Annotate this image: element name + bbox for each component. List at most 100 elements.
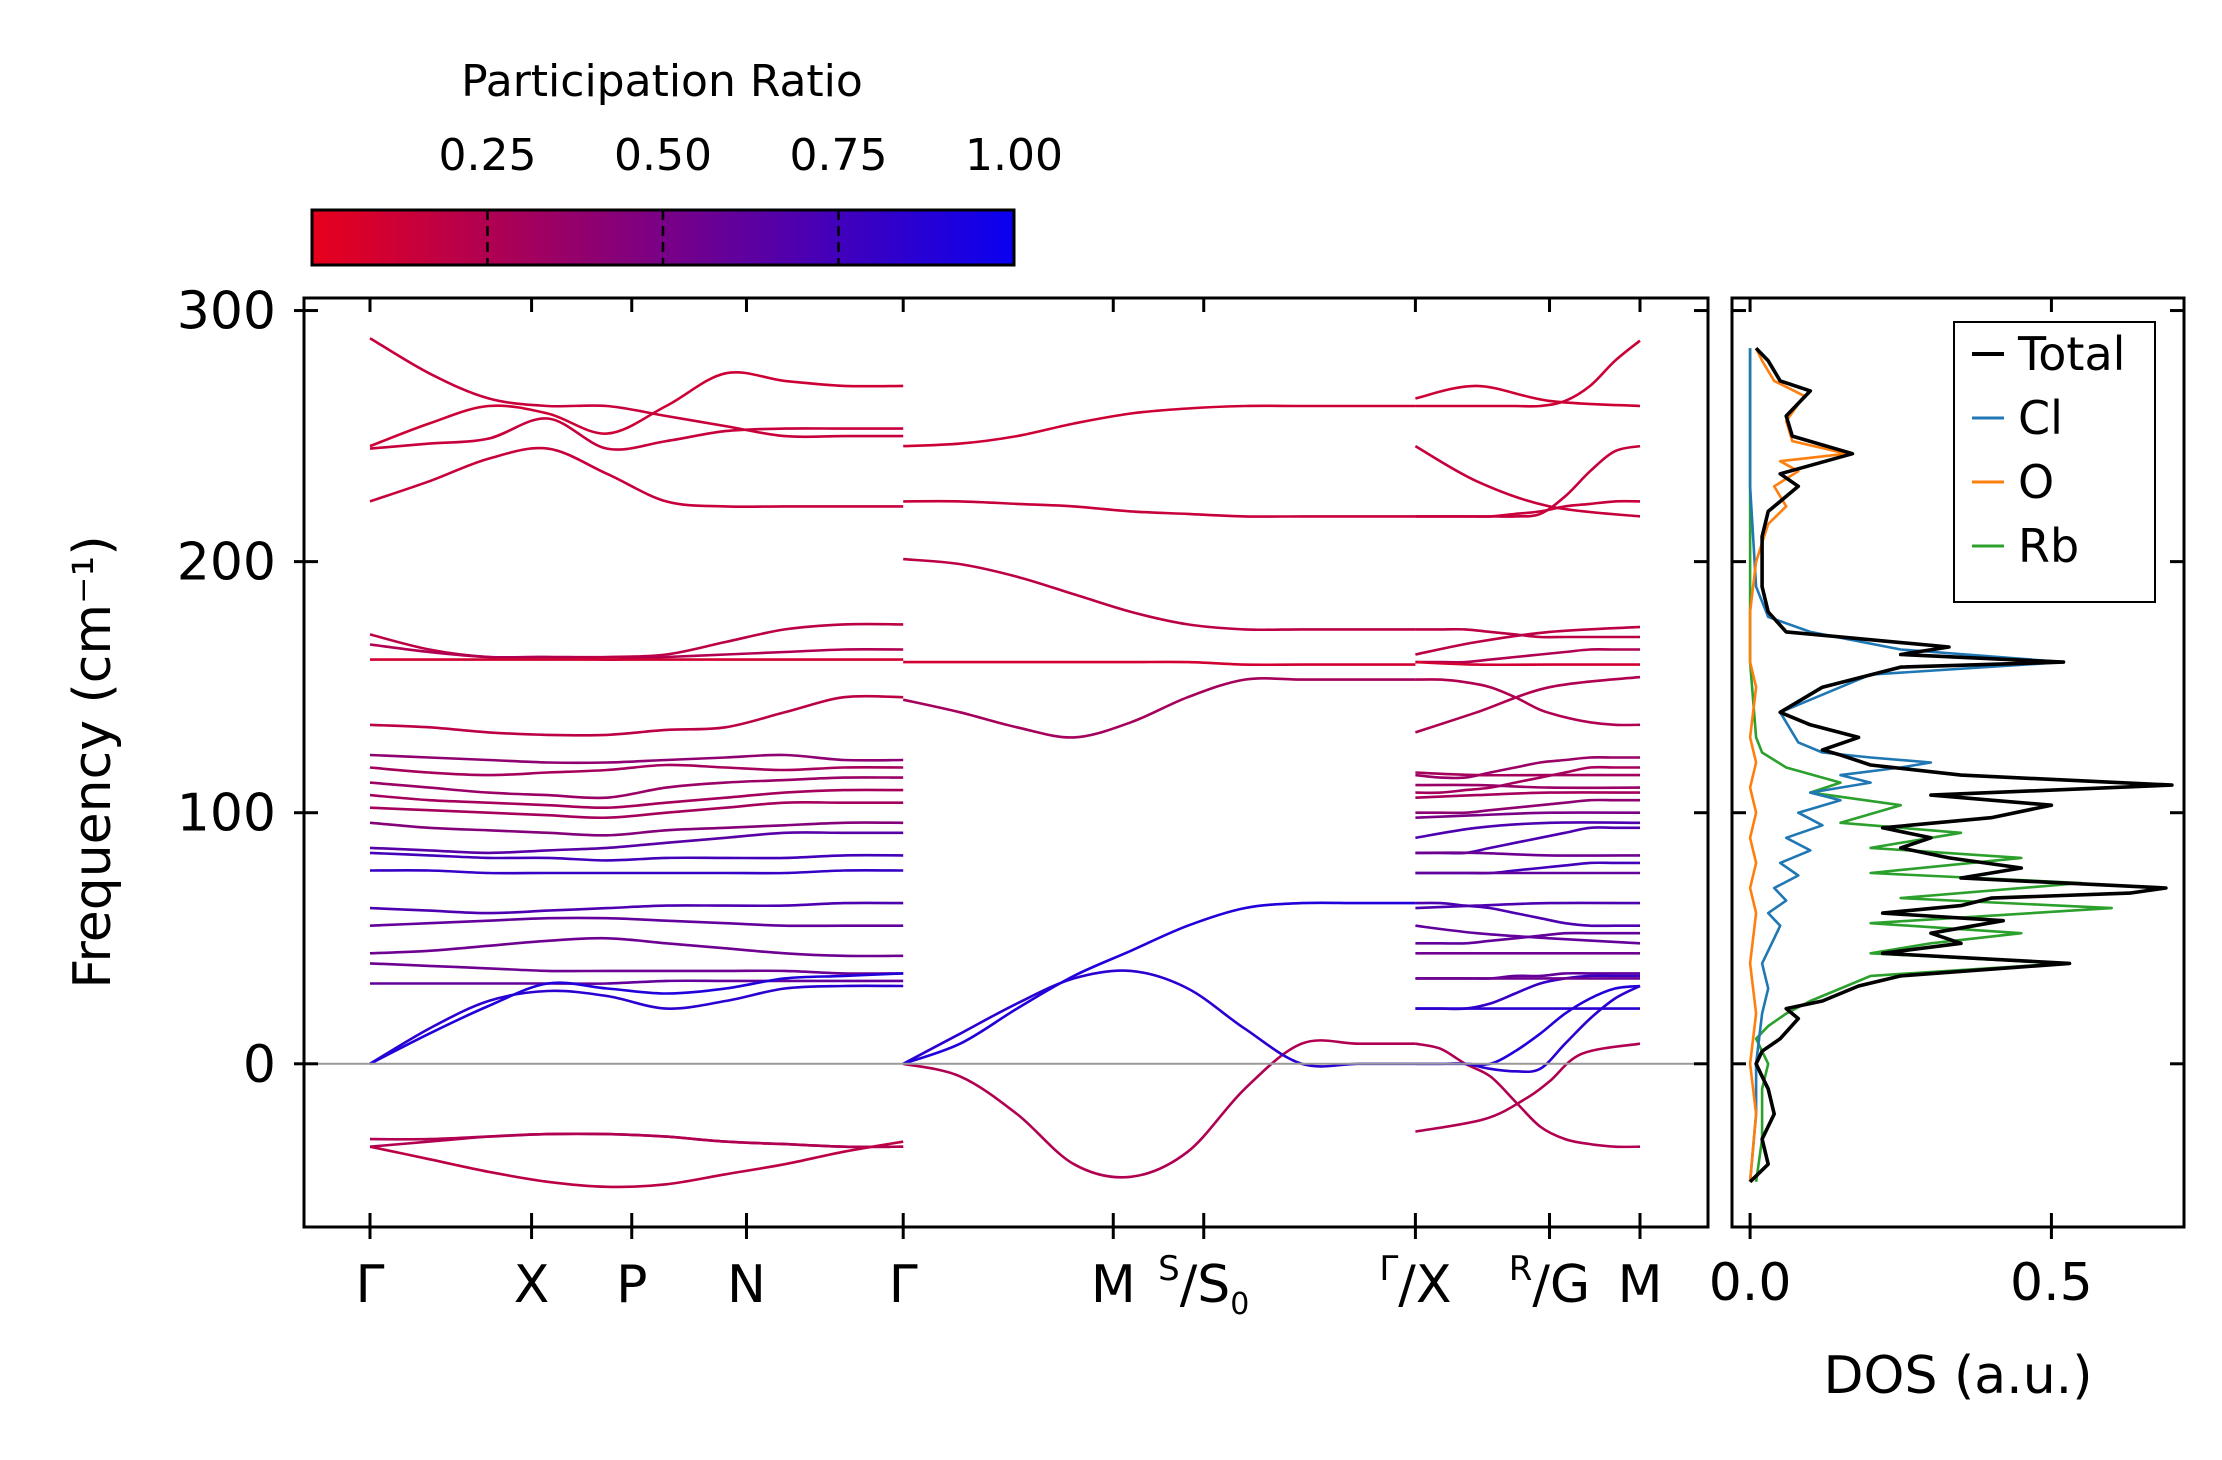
dos-legend: Total Cl O Rb xyxy=(1953,321,2156,603)
phonon-band xyxy=(369,1132,904,1149)
dos-panel: 0.0 0.5 DOS (a.u.) Total Cl O Rb xyxy=(1709,296,2186,1406)
phonon-band xyxy=(1415,339,1641,408)
phonon-band xyxy=(369,337,904,439)
dos-axis-label: DOS (a.u.) xyxy=(1824,1346,2093,1406)
phonon-band xyxy=(902,1039,1416,1179)
phonon-band xyxy=(1415,444,1641,518)
phonon-band xyxy=(1415,811,1641,819)
frequency-tick-label: 0 xyxy=(243,1035,276,1095)
phonon-band xyxy=(1415,984,1641,1074)
kpath-label-main: Γ xyxy=(889,1255,918,1315)
dos-legend-items: Total Cl O Rb xyxy=(1972,327,2125,573)
kpath-label: Γ xyxy=(889,1255,918,1315)
phonon-band xyxy=(903,499,1416,518)
kpath-label-main: N xyxy=(727,1255,766,1315)
legend-label: Rb xyxy=(2018,519,2079,573)
phonon-band xyxy=(369,1140,904,1189)
phonon-band xyxy=(369,962,904,975)
phonon-band xyxy=(1415,783,1641,790)
legend-label: Cl xyxy=(2018,391,2063,445)
phonon-band xyxy=(369,763,904,777)
phonon-band xyxy=(1415,851,1641,857)
dos-tick-label: 0.5 xyxy=(2010,1253,2093,1313)
kpath-label: X xyxy=(514,1255,550,1315)
kpath-label-main: X xyxy=(514,1255,550,1315)
kpath-label-sup: R xyxy=(1509,1249,1533,1289)
phonon-band xyxy=(1415,924,1641,945)
phonon-band xyxy=(369,821,904,837)
frequency-axis-label: Frequency (cm⁻¹) xyxy=(63,535,123,988)
kpath-label: P xyxy=(616,1255,647,1315)
phonon-band xyxy=(369,936,904,958)
phonon-band xyxy=(1415,1042,1641,1149)
dos-legend-box xyxy=(1953,321,2156,603)
phonon-band xyxy=(903,660,1416,667)
kpath-label-main: P xyxy=(616,1255,647,1315)
kpath-label: M xyxy=(1091,1255,1136,1315)
frequency-tick-label: 200 xyxy=(177,533,276,593)
phonon-band xyxy=(369,801,904,820)
dos-series-total xyxy=(1748,346,2174,1184)
phonon-bands xyxy=(369,337,1641,1189)
phonon-band xyxy=(369,831,904,855)
phonon-band xyxy=(1415,384,1641,408)
kpath-label-main: /X xyxy=(1398,1255,1451,1315)
phonon-band xyxy=(1415,821,1641,840)
phonon-band xyxy=(369,788,904,810)
phonon-band xyxy=(1415,798,1640,815)
phonon-band xyxy=(369,851,904,862)
phonon-band xyxy=(902,677,1416,739)
colorbar-tick-label: 0.25 xyxy=(439,130,537,181)
kpath-label-sub: 0 xyxy=(1230,1287,1249,1322)
legend-label: Total xyxy=(2017,327,2125,381)
phonon-band xyxy=(902,969,1416,1068)
phonon-band xyxy=(1415,771,1640,777)
kpath-label: M xyxy=(1618,1255,1663,1315)
phonon-band xyxy=(1415,756,1640,780)
phonon-band xyxy=(369,972,904,1065)
phonon-band xyxy=(903,557,1416,632)
kpath-label: S/S0 xyxy=(1158,1249,1249,1322)
phonon-band xyxy=(1415,625,1641,656)
dos-axis-ticks: 0.0 0.5 xyxy=(1709,298,2093,1313)
kpath-label-sup: Γ xyxy=(1379,1249,1398,1289)
kpath-label: Γ xyxy=(356,1255,385,1315)
phonon-band xyxy=(1415,861,1640,875)
phonon-band xyxy=(1414,675,1641,734)
phonon-band xyxy=(1415,627,1640,639)
phonon-band xyxy=(369,622,904,659)
phonon-band xyxy=(369,694,904,737)
kpath-label-sup: S xyxy=(1158,1249,1180,1289)
kpath-label-main: M xyxy=(1618,1255,1663,1315)
phonon-band xyxy=(369,417,904,451)
kpath-label-main: /G xyxy=(1532,1255,1590,1315)
phonon-band xyxy=(369,753,904,765)
kpath-label: Γ/X xyxy=(1379,1249,1451,1315)
phonon-band xyxy=(369,446,904,509)
colorbar-tick-label: 1.00 xyxy=(965,130,1063,181)
phonon-band xyxy=(369,868,904,875)
frequency-tick-label: 100 xyxy=(177,784,276,844)
phonon-band xyxy=(902,901,1416,1066)
legend-label: O xyxy=(2018,455,2054,509)
phonon-band xyxy=(1415,901,1640,928)
colorbar-ticks: 0.25 0.50 0.75 1.00 xyxy=(439,130,1063,265)
kpath-label-main: /S xyxy=(1180,1255,1231,1315)
phonon-band xyxy=(1415,791,1641,799)
phonon-band xyxy=(1415,648,1640,664)
phonon-band xyxy=(369,371,904,448)
phonon-band xyxy=(369,901,904,915)
phonon-band xyxy=(1414,444,1641,518)
phonon-band xyxy=(1415,901,1641,910)
phonon-band xyxy=(903,404,1416,448)
phonon-band xyxy=(1415,660,1640,667)
kpath-axis-ticks: Γ X P N Γ M S/S0Γ/X R/G M xyxy=(356,298,1663,1322)
colorbar-tick-label: 0.50 xyxy=(614,130,712,181)
kpath-label: N xyxy=(727,1255,766,1315)
colorbar-tick-label: 0.75 xyxy=(790,130,888,181)
colorbar: Participation Ratio 0.25 0.50 0.75 1.00 xyxy=(310,56,1063,267)
phonon-band xyxy=(369,916,904,928)
